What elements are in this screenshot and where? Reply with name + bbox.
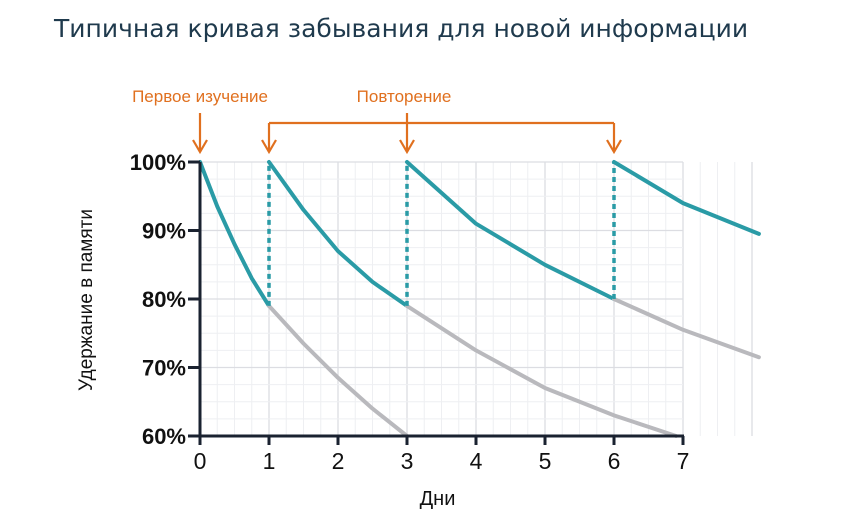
forgotten-curve xyxy=(267,303,409,438)
y-tick-label: 80% xyxy=(142,287,186,312)
arrow-head-icon xyxy=(399,139,415,155)
y-axis-label: Удержание в памяти xyxy=(76,209,97,391)
chart-title: Типичная кривая забывания для новой инфо… xyxy=(54,14,749,43)
arrow-head-icon xyxy=(606,139,622,155)
x-tick-label: 0 xyxy=(194,448,207,474)
x-tick-label: 7 xyxy=(677,448,690,474)
retained-curve xyxy=(198,160,271,308)
arrow-head-icon xyxy=(192,139,208,155)
x-tick-label: 5 xyxy=(539,448,552,474)
x-axis-label: Дни xyxy=(420,488,456,510)
x-tick-label: 4 xyxy=(470,448,483,474)
y-tick-label: 100% xyxy=(130,150,186,175)
arrow-head-icon xyxy=(261,139,277,155)
y-tick-label: 60% xyxy=(142,424,186,449)
retained-curve xyxy=(612,160,761,236)
y-tick-label: 90% xyxy=(142,219,186,244)
x-tick-label: 2 xyxy=(332,448,345,474)
retained-curve xyxy=(405,160,616,301)
first-study-label: Первое изучение xyxy=(132,87,268,106)
x-tick-label: 1 xyxy=(263,448,276,474)
forgotten-curve xyxy=(612,297,761,360)
retained-curve xyxy=(267,160,409,308)
forgotten-curve xyxy=(405,303,679,438)
repetition-label: Повторение xyxy=(357,87,452,106)
x-tick-label: 6 xyxy=(608,448,621,474)
x-tick-label: 3 xyxy=(401,448,414,474)
y-tick-label: 70% xyxy=(142,356,186,381)
